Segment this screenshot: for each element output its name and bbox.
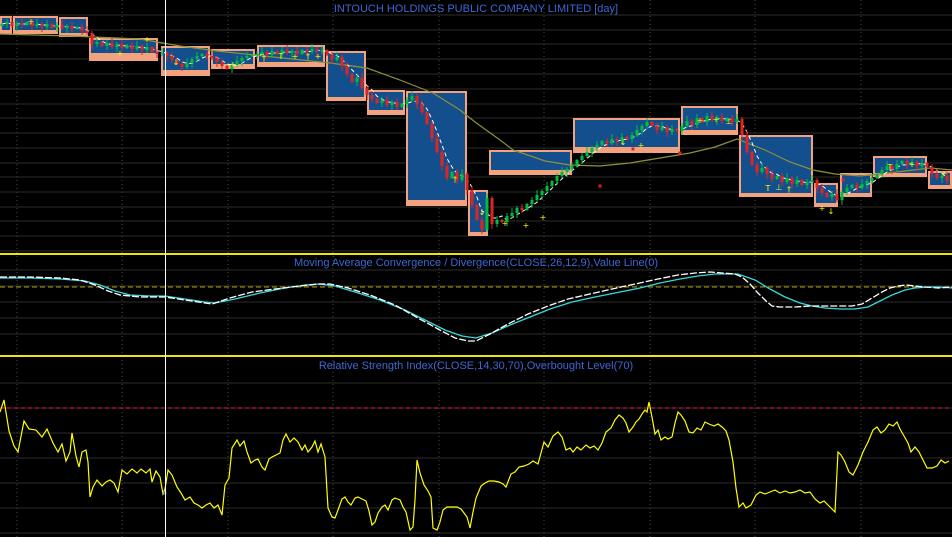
svg-text:+: +	[638, 141, 645, 150]
svg-text:+: +	[292, 52, 299, 61]
svg-text:↓: ↓	[828, 207, 835, 216]
svg-text:†: †	[306, 52, 310, 61]
svg-text:+: +	[315, 52, 322, 61]
svg-text:+: +	[28, 17, 35, 26]
svg-text:+: +	[540, 213, 547, 222]
svg-text:+: +	[697, 116, 704, 125]
pane-separator-rsi[interactable]	[0, 355, 952, 357]
darvas-boxes	[0, 16, 952, 236]
svg-text:+: +	[117, 49, 124, 58]
fast-ma-line	[1, 22, 948, 222]
svg-text:†: †	[453, 175, 457, 184]
macd-pane[interactable]	[0, 255, 952, 355]
svg-text:+: +	[909, 160, 916, 169]
svg-text:⊥: ⊥	[776, 183, 783, 192]
svg-text:T: T	[765, 184, 771, 193]
svg-text:↓: ↓	[173, 58, 180, 67]
svg-text:T: T	[887, 163, 893, 172]
slow-ma-line	[0, 33, 952, 177]
svg-text:†: †	[262, 54, 266, 63]
crosshair-cursor[interactable]	[165, 0, 166, 537]
signal-markers: +++↓ +† T + † +†↓+ ++↓ ++ + ⊥T ⊥ †+ ↓T ++	[28, 17, 949, 230]
svg-text:+: +	[523, 221, 530, 230]
svg-text:+: +	[941, 169, 948, 178]
pane-separator-macd[interactable]	[0, 253, 952, 255]
svg-text:†: †	[787, 185, 791, 194]
svg-text:+: +	[230, 60, 237, 69]
candles	[0, 17, 949, 234]
svg-text:+: +	[713, 115, 720, 124]
svg-text:↓: ↓	[479, 208, 486, 217]
macd-lines	[0, 271, 952, 342]
price-pane[interactable]	[0, 0, 952, 253]
svg-text:+: +	[502, 219, 509, 228]
rsi-pane[interactable]	[0, 357, 952, 537]
svg-text:⊥: ⊥	[726, 117, 733, 126]
svg-text:+: +	[144, 35, 151, 44]
svg-text:↓: ↓	[620, 138, 627, 147]
svg-text:+: +	[819, 204, 826, 213]
svg-text:T: T	[278, 52, 284, 61]
